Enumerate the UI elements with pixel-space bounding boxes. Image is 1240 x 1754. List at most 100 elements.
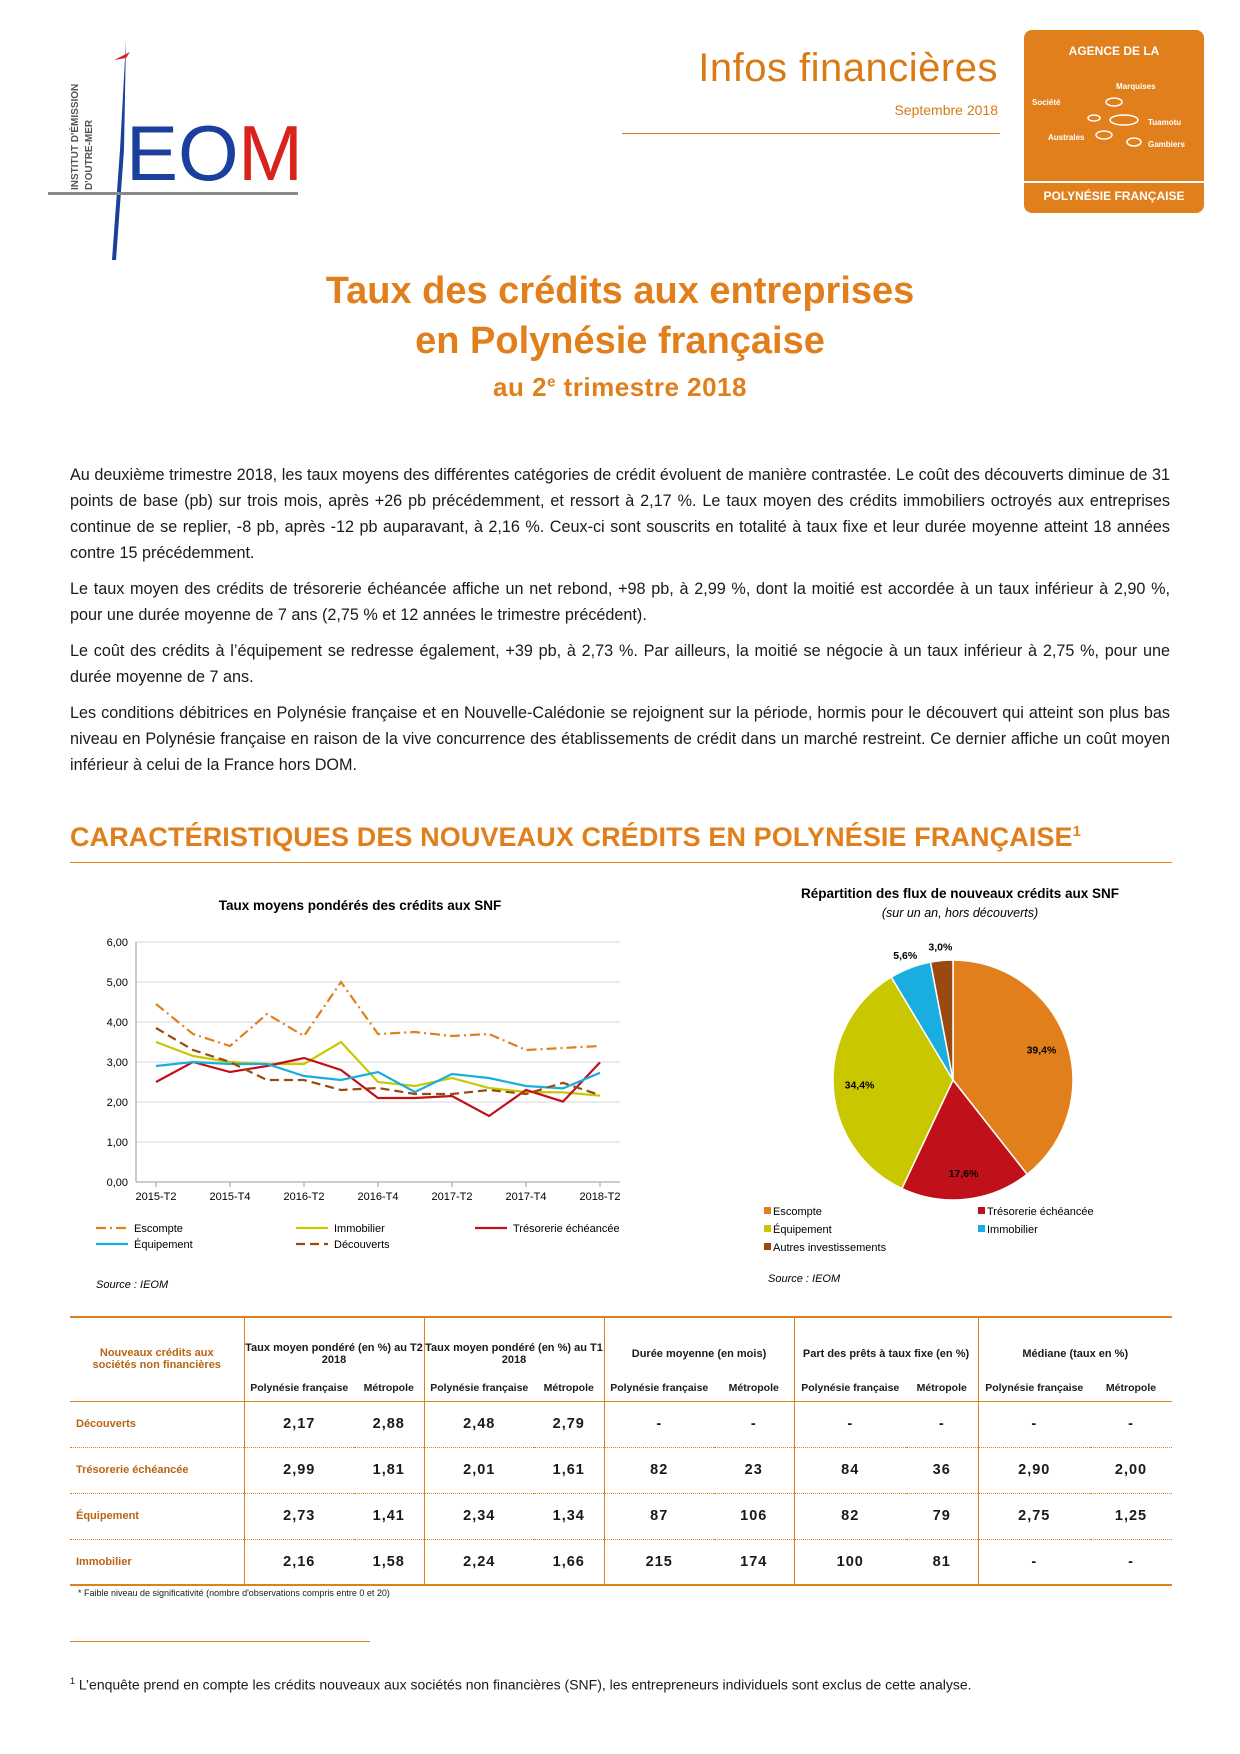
main-title-line2: en Polynésie française [415, 320, 825, 362]
table-note: * Faible niveau de significativité (nomb… [78, 1588, 390, 1598]
table-cell: 82 [793, 1493, 906, 1540]
table-cell: 1,61 [534, 1447, 604, 1494]
legend-label: Escompte [134, 1223, 183, 1235]
table-cell: 79 [906, 1493, 978, 1540]
ieom-logo: E O M INSTITUT D'ÉMISSION D'OUTRE-MER [48, 40, 348, 265]
table-cell: 2,34 [423, 1493, 534, 1540]
y-tick-label: 2,00 [107, 1097, 128, 1109]
table-cell: 1,34 [534, 1493, 604, 1540]
table-cell: 1,66 [534, 1539, 604, 1586]
table-cell: 215 [603, 1539, 714, 1586]
section-rule [70, 862, 1172, 863]
main-title-line1: Taux des crédits aux entreprises [325, 270, 915, 312]
pie-data-label: 3,0% [928, 942, 953, 954]
line-chart-title: Taux moyens pondérés des crédits aux SNF [219, 898, 502, 913]
table-cell: - [977, 1539, 1090, 1586]
legend-label: Trésorerie échéancée [987, 1206, 1094, 1218]
table-subheader: Polynésie française [977, 1375, 1090, 1402]
svg-text:M: M [238, 109, 303, 197]
header-rule [622, 133, 1000, 134]
table-cell: 2,24 [423, 1539, 534, 1586]
x-tick-label: 2015-T2 [136, 1191, 177, 1203]
series-line [155, 1027, 601, 1097]
table-subheader: Polynésie française [423, 1375, 534, 1402]
table-cell: - [793, 1401, 906, 1448]
table-cell: 2,48 [423, 1401, 534, 1448]
legend-label: Immobilier [987, 1224, 1038, 1236]
body-text: Au deuxième trimestre 2018, les taux moy… [70, 462, 1170, 788]
table-cell: 2,75 [977, 1493, 1090, 1540]
series-line [155, 1060, 601, 1094]
table-subheader: Polynésie française [243, 1375, 354, 1402]
pie-slice [952, 959, 1074, 1176]
table-cell: 2,79 [534, 1401, 604, 1448]
table-cell: 1,81 [354, 1447, 424, 1494]
legend-label: Escompte [773, 1206, 822, 1218]
svg-text:D'OUTRE-MER: D'OUTRE-MER [84, 119, 95, 190]
table-cell: 2,16 [243, 1539, 354, 1586]
table-row: Trésorerie échéancée 2,99 1,81 2,01 1,61… [70, 1447, 1172, 1494]
legend-label: Équipement [773, 1223, 832, 1236]
series-line [155, 1040, 601, 1097]
table-cell: 1,58 [354, 1539, 424, 1586]
publication-date: Septembre 2018 [894, 102, 998, 118]
pie-data-label: 17,6% [949, 1168, 979, 1180]
pie-chart-title: Répartition des flux de nouveaux crédits… [801, 886, 1119, 901]
x-tick-label: 2016-T4 [358, 1191, 399, 1203]
legend-label: Équipement [134, 1238, 193, 1251]
table-cell: 2,17 [243, 1401, 354, 1448]
pie-slice [929, 959, 954, 1081]
x-tick-label: 2018-T2 [580, 1191, 621, 1203]
pie-slice [832, 976, 954, 1190]
credit-table: Nouveaux crédits aux sociétés non financ… [70, 1316, 1172, 1586]
table-row: Découverts 2,17 2,88 2,48 2,79 - - - - -… [70, 1400, 1172, 1448]
table-cell: 87 [603, 1493, 714, 1540]
svg-text:O: O [178, 109, 239, 197]
legend-label: Trésorerie échéancée [513, 1223, 620, 1235]
legend-swatch [978, 1207, 985, 1214]
table-group-header: Taux moyen pondéré (en %) au T2 2018 [243, 1316, 424, 1375]
table-group-header: Durée moyenne (en mois) [603, 1316, 794, 1375]
table-cell: 2,90 [977, 1447, 1090, 1494]
footnote-rule [70, 1641, 370, 1642]
y-tick-label: 0,00 [107, 1177, 128, 1189]
table-subheader: Polynésie française [603, 1375, 714, 1402]
table-subheader: Métropole [714, 1375, 794, 1402]
table-cell: 2,73 [243, 1493, 354, 1540]
publication-title: Infos financières [698, 46, 998, 90]
pie-chart: Répartition des flux de nouveaux crédits… [764, 886, 1119, 1285]
legend-label: Découverts [334, 1239, 390, 1251]
legend-swatch [764, 1225, 771, 1232]
agency-bottom-label: POLYNÉSIE FRANÇAISE [1024, 181, 1204, 203]
table-cell: - [977, 1401, 1090, 1448]
table-cell: - [1090, 1539, 1172, 1586]
pie-data-label: 34,4% [845, 1080, 875, 1092]
main-title-line3: au 2e trimestre 2018 [493, 372, 747, 402]
svg-text:E: E [126, 109, 178, 197]
series-line [155, 1056, 601, 1118]
table-cell: 2,01 [423, 1447, 534, 1494]
table-row: Équipement 2,73 1,41 2,34 1,34 87 106 82… [70, 1493, 1172, 1540]
legend-swatch [764, 1243, 771, 1250]
island-label: Marquises [1116, 82, 1156, 91]
table-cell: 2,99 [243, 1447, 354, 1494]
row-label: Immobilier [70, 1539, 244, 1586]
legend-label: Immobilier [334, 1223, 385, 1235]
table-cell: 174 [714, 1539, 794, 1586]
island-label: Australes [1048, 133, 1085, 142]
table-subheader: Métropole [906, 1375, 978, 1402]
island-label: Tuamotu [1148, 118, 1182, 127]
paragraph: Le taux moyen des crédits de trésorerie … [70, 580, 1170, 624]
table-group-header: Taux moyen pondéré (en %) au T1 2018 [423, 1316, 604, 1375]
table-cell: 2,00 [1090, 1447, 1172, 1494]
island-label: Gambiers [1148, 140, 1185, 149]
table-cell: 84 [793, 1447, 906, 1494]
footnote: 1 L’enquête prend en compte les crédits … [70, 1676, 972, 1693]
table-cell: - [603, 1401, 714, 1448]
table-cell: 36 [906, 1447, 978, 1494]
agency-badge: AGENCE DE LA Marquises Société Tuamotu A… [1024, 30, 1204, 213]
pie-data-label: 39,4% [1027, 1044, 1057, 1056]
x-tick-label: 2017-T2 [432, 1191, 473, 1203]
table-corner-label: Nouveaux crédits aux sociétés non financ… [70, 1316, 244, 1401]
table-group-header: Part des prêts à taux fixe (en %) [793, 1316, 978, 1375]
